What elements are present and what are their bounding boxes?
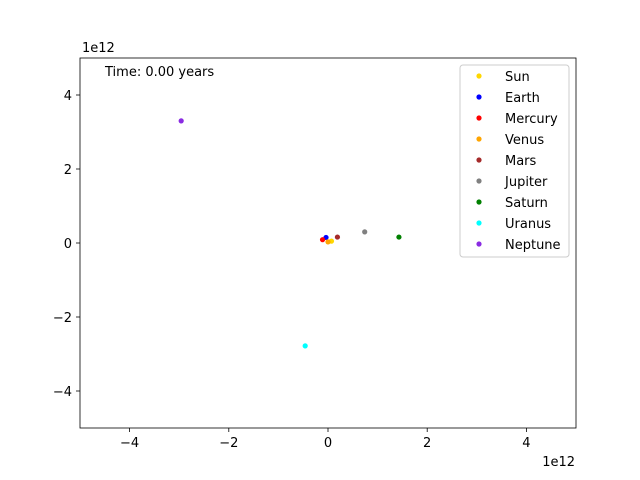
legend-marker-mars	[476, 157, 482, 163]
point-saturn	[396, 234, 402, 240]
x-offset-label: 1e12	[542, 455, 575, 470]
x-tick-label: −2	[219, 436, 238, 451]
x-tick-label: 2	[423, 436, 431, 451]
legend: Sun Earth Mercury Venus Mars Jupiter Saturn Ura…	[459, 64, 570, 258]
legend-label-earth: Earth	[505, 91, 540, 106]
legend-label-neptune: Neptune	[505, 238, 561, 253]
legend-marker-earth	[476, 94, 482, 100]
x-ticks: −4 −2 0 2 4	[120, 428, 531, 451]
legend-label-mars: Mars	[505, 154, 537, 169]
point-neptune	[178, 118, 184, 124]
legend-label-venus: Venus	[505, 133, 544, 148]
point-mercury	[319, 237, 326, 243]
y-tick-label: 4	[64, 89, 72, 104]
point-venus	[325, 239, 331, 245]
point-mars	[334, 234, 341, 240]
legend-label-jupiter: Jupiter	[504, 175, 548, 190]
legend-marker-jupiter	[476, 178, 482, 184]
legend-marker-sun	[476, 73, 482, 79]
legend-label-sun: Sun	[505, 70, 530, 85]
y-tick-label: −4	[53, 385, 72, 400]
legend-label-uranus: Uranus	[505, 217, 551, 232]
time-annotation: Time: 0.00 years	[104, 65, 214, 80]
legend-marker-venus	[476, 136, 482, 142]
legend-marker-mercury	[476, 115, 482, 121]
point-jupiter	[362, 229, 368, 235]
x-tick-label: 0	[324, 436, 332, 451]
legend-label-mercury: Mercury	[505, 112, 558, 127]
point-uranus	[302, 343, 308, 349]
data-points	[178, 118, 402, 349]
y-ticks: −4 −2 0 2 4	[53, 89, 80, 400]
legend-marker-saturn	[476, 199, 482, 205]
y-tick-label: 0	[64, 237, 72, 252]
x-tick-label: 4	[522, 436, 530, 451]
legend-frame	[459, 64, 570, 258]
y-offset-label: 1e12	[82, 41, 115, 56]
legend-marker-uranus	[476, 220, 482, 226]
legend-marker-neptune	[476, 241, 482, 247]
y-tick-label: −2	[53, 311, 72, 326]
legend-label-saturn: Saturn	[505, 196, 548, 211]
x-tick-label: −4	[120, 436, 139, 451]
y-tick-label: 2	[64, 163, 72, 178]
